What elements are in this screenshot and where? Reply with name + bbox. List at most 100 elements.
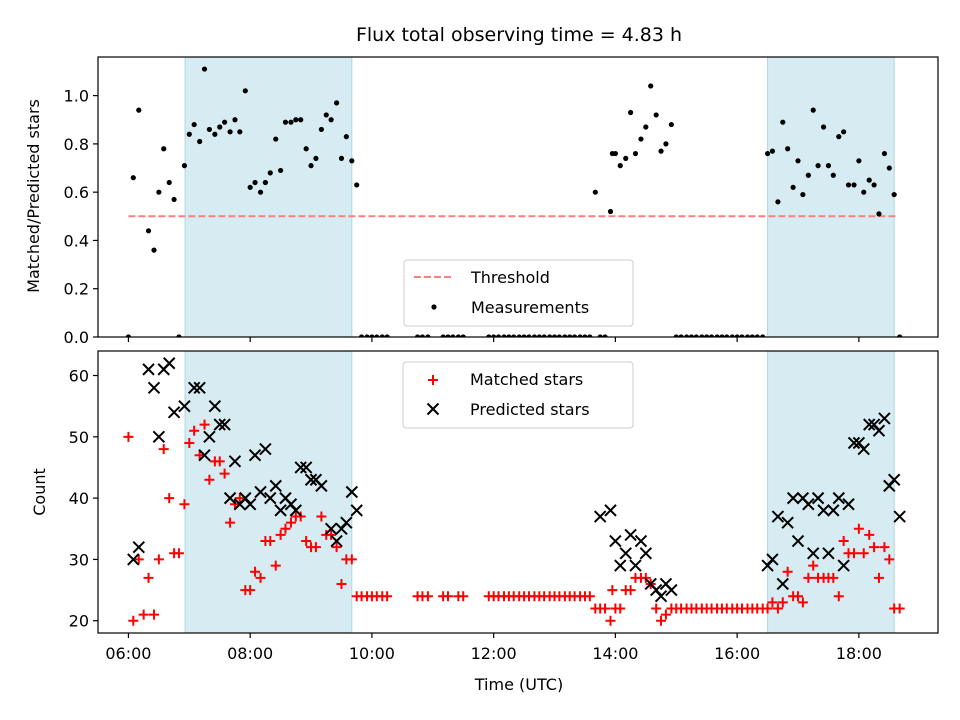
measurement-point [820, 124, 827, 130]
matched-star-point [265, 536, 276, 547]
matched-star-point [194, 450, 205, 461]
measurement-point [744, 334, 751, 337]
predicted-star-point [781, 516, 794, 529]
measurement-point [597, 334, 603, 337]
measurement-point [587, 334, 593, 337]
measurement-point [668, 121, 674, 128]
measurement-point [176, 334, 182, 337]
measurement-point [724, 334, 730, 337]
measurement-point [156, 189, 162, 195]
measurement-point [343, 134, 349, 140]
series-measurements [125, 66, 903, 337]
measurement-point [384, 334, 390, 337]
measurement-point [181, 163, 188, 169]
matched-star-point [173, 548, 184, 559]
measurement-point [232, 117, 238, 123]
predicted-star-point [665, 583, 678, 597]
measurement-point [130, 175, 136, 181]
measurement-point [577, 334, 583, 337]
measurement-point [897, 334, 903, 337]
predicted-star-point [822, 547, 835, 560]
measurement-point [495, 334, 502, 337]
matched-star-point [164, 493, 175, 504]
measurement-point [688, 334, 695, 337]
predicted-star-point [340, 516, 353, 529]
predicted-star-point [127, 553, 140, 566]
matched-star-point [225, 517, 236, 528]
measurement-point [841, 129, 847, 135]
measurement-point [206, 126, 212, 133]
measurement-point [815, 163, 821, 169]
measurement-point [714, 334, 720, 337]
measurement-point [785, 146, 791, 152]
matched-star-point [777, 597, 788, 608]
predicted-star-point [132, 540, 145, 554]
y-tick-label: 1.0 [64, 87, 89, 106]
predicted-star-point [842, 498, 855, 511]
matched-star-point [458, 591, 469, 602]
measurement-point [171, 196, 177, 203]
measurement-point [663, 141, 669, 147]
matched-star-point [651, 603, 662, 614]
matched-star-point [793, 591, 803, 602]
predicted-star-point [766, 553, 779, 566]
data-layer [123, 357, 906, 626]
matched-star-point [149, 609, 159, 620]
measurement-point [288, 119, 294, 125]
matched-star-point [138, 609, 149, 620]
measurement-point [222, 119, 228, 125]
predicted-star-point [639, 547, 653, 560]
measurement-point [369, 334, 375, 337]
measurement-point [136, 107, 142, 113]
measurement-point [445, 334, 451, 337]
predicted-star-point [832, 491, 845, 505]
measurement-point [151, 247, 157, 253]
measurement-point [536, 334, 542, 337]
predicted-star-point [315, 479, 328, 493]
predicted-star-point [193, 381, 206, 394]
predicted-star-point [187, 381, 201, 394]
matched-star-point [245, 585, 256, 596]
matched-star-point [879, 542, 890, 553]
measurement-point [810, 107, 816, 113]
y-tick-label: 20 [69, 612, 89, 631]
measurement-point [734, 334, 740, 337]
legend-measurements-label: Measurements [471, 298, 589, 317]
measurement-point [506, 334, 512, 337]
predicted-star-point [142, 363, 155, 376]
measurement-point [754, 334, 760, 337]
predicted-star-point [863, 418, 876, 431]
measurement-point [242, 88, 248, 94]
measurement-point [455, 334, 461, 337]
measurement-point [638, 136, 644, 142]
measurement-point [760, 334, 766, 337]
matched-star-point [808, 560, 819, 571]
measurement-point [313, 155, 319, 161]
predicted-star-point [350, 504, 363, 517]
matched-star-point [858, 548, 869, 559]
measurement-point [648, 83, 654, 89]
matched-star-point [184, 437, 195, 448]
x-tick-label: 08:00 [227, 644, 273, 663]
measurement-point [354, 182, 360, 188]
predicted-star-point [198, 449, 211, 462]
predicted-star-point [609, 534, 622, 548]
measurement-point [845, 182, 852, 188]
y-axis-label-bottom: Count [30, 468, 49, 516]
matched-star-point [803, 572, 814, 583]
measurement-point [282, 119, 289, 125]
measurement-point [547, 334, 553, 337]
measurement-point [643, 124, 649, 130]
x-tick-label: 10:00 [349, 644, 395, 663]
matched-star-point [782, 566, 793, 577]
measurement-point [617, 163, 623, 169]
predicted-star-point [147, 381, 161, 394]
matched-star-point [204, 474, 215, 485]
x-tick-label: 12:00 [471, 644, 517, 663]
predicted-star-point [152, 430, 166, 444]
measurement-point [201, 66, 208, 72]
measurement-point [628, 109, 634, 116]
legend: Threshold Measurements [403, 259, 634, 327]
matched-star-point [443, 591, 453, 602]
